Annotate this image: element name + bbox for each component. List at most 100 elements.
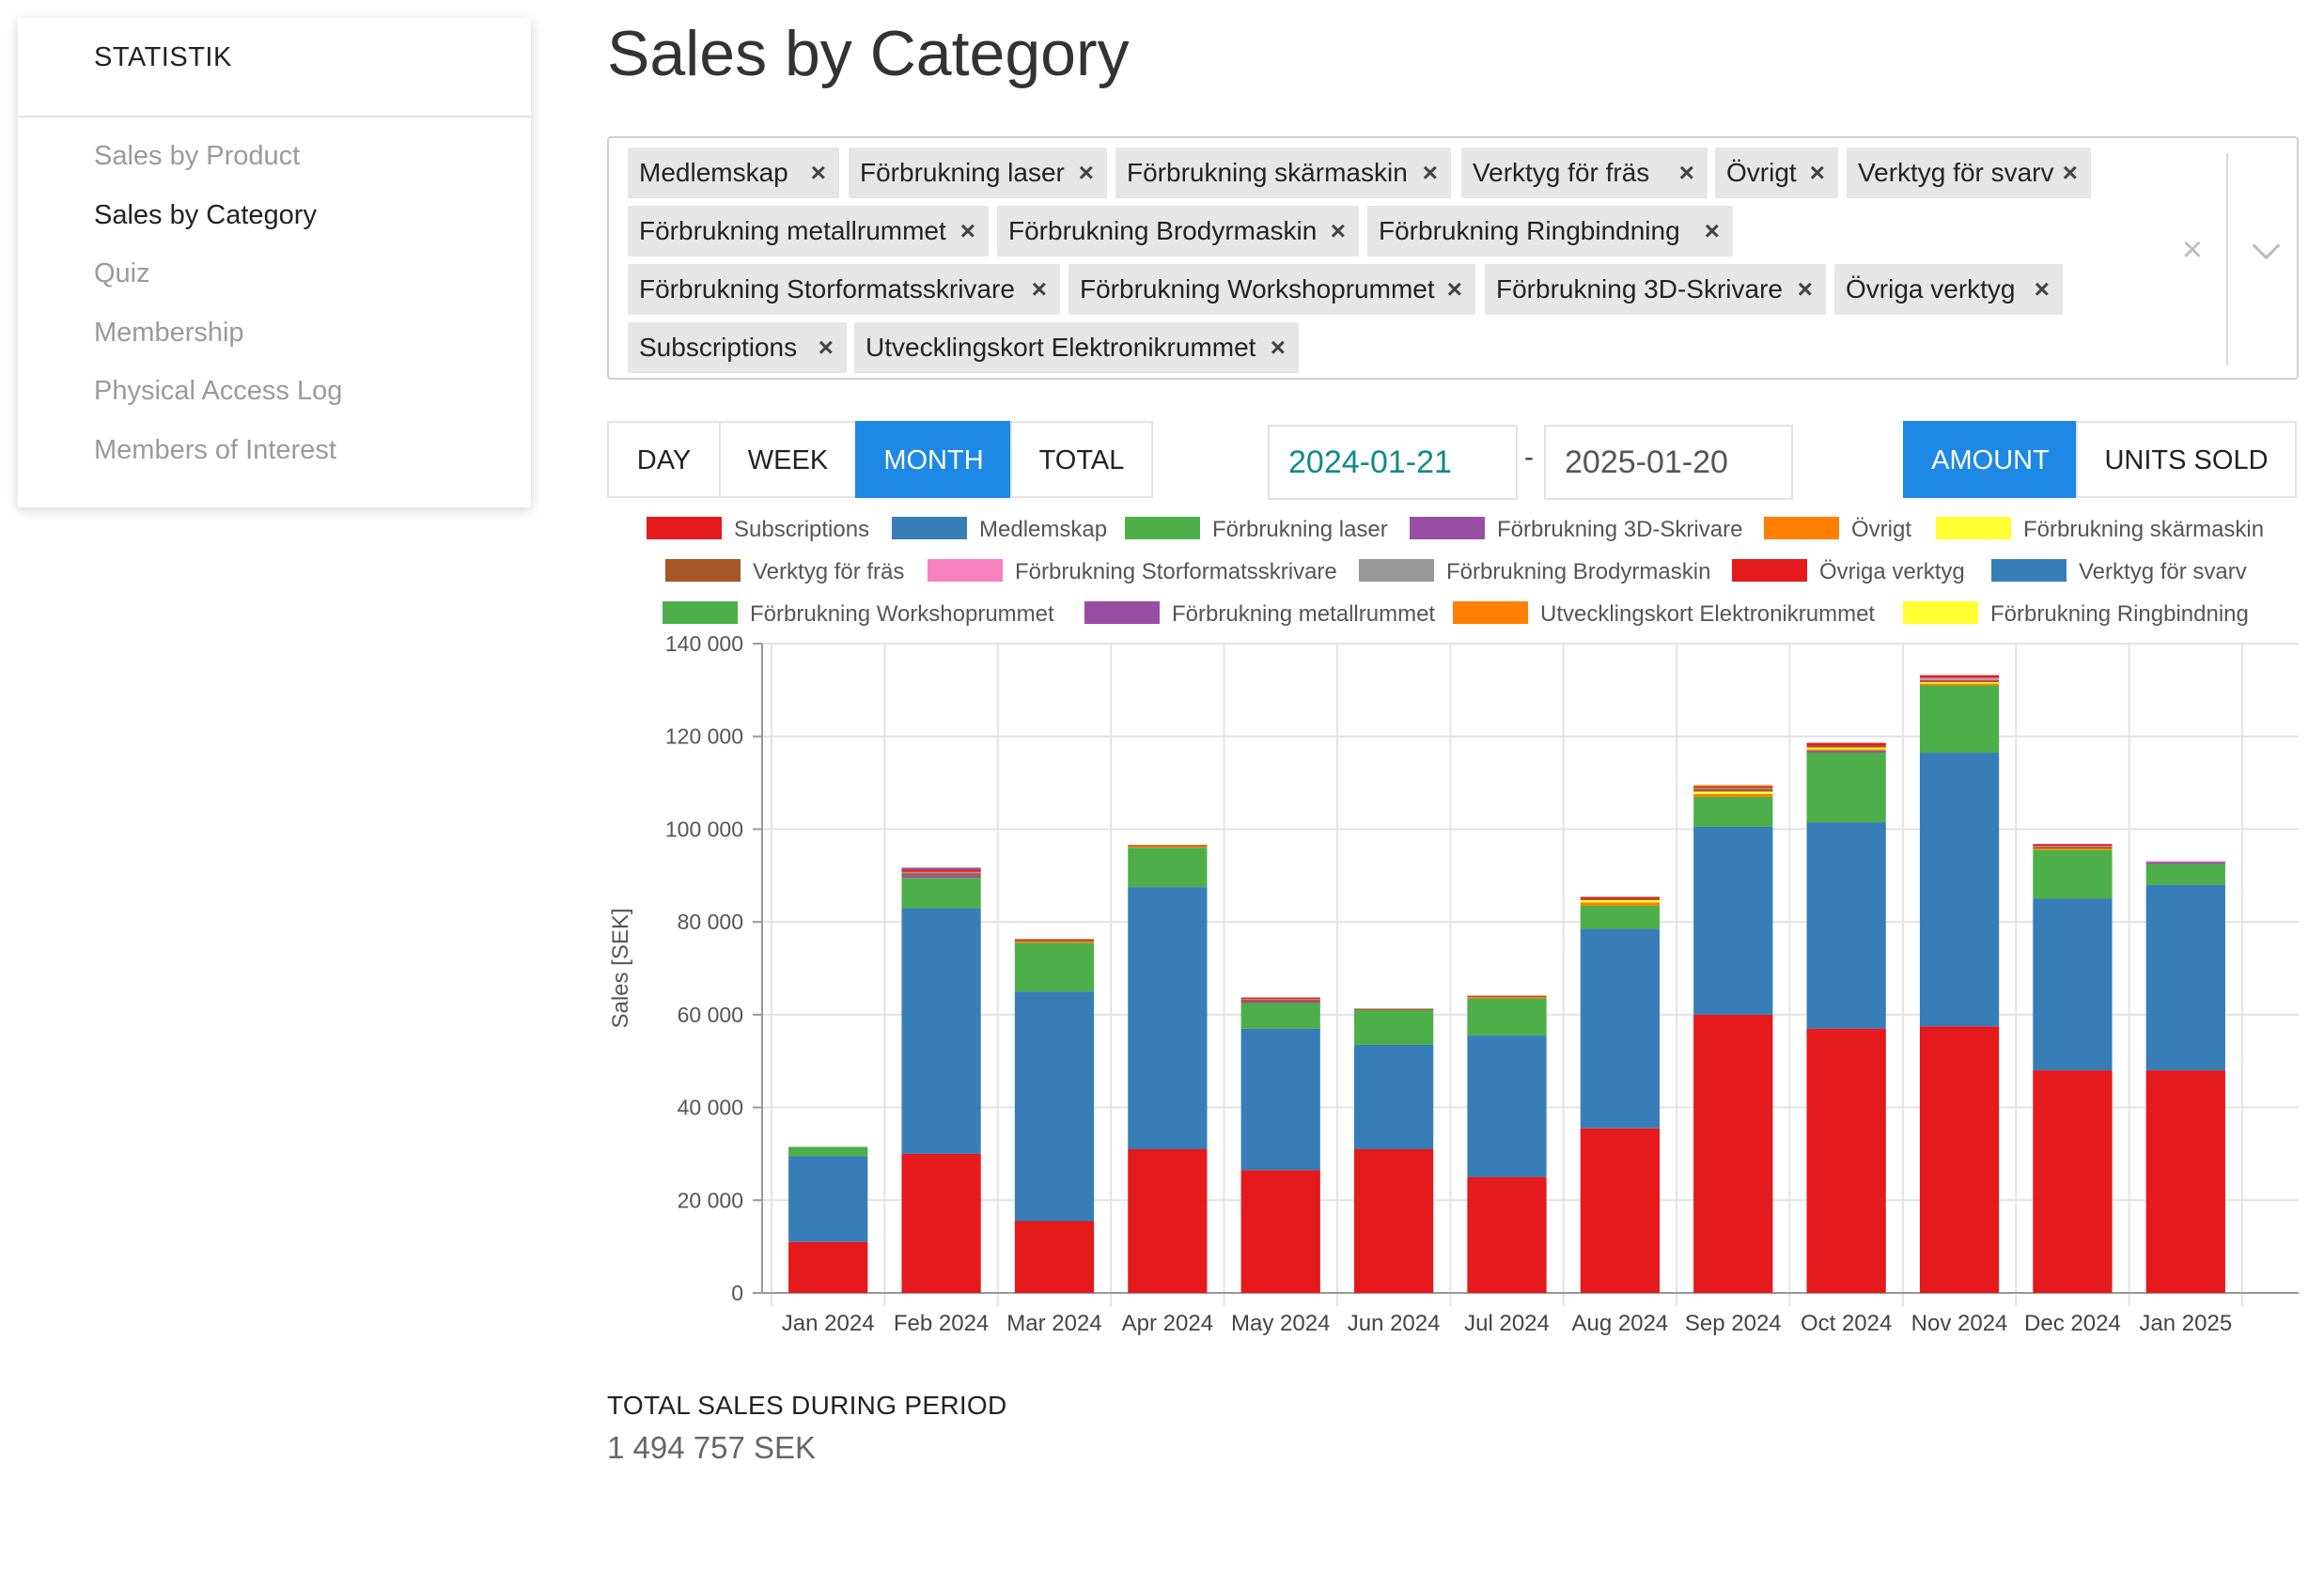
bar-segment: [1128, 848, 1208, 888]
period-button-group: DAY WEEK MONTH TOTAL: [607, 421, 1153, 498]
x-tick-label: Aug 2024: [1572, 1311, 1669, 1336]
bar-segment: [1240, 1028, 1320, 1171]
remove-tag-icon[interactable]: ×: [1078, 158, 1094, 187]
chevron-down-icon[interactable]: [2252, 231, 2281, 260]
y-axis-label: Sales [SEK]: [608, 908, 633, 1028]
remove-tag-icon[interactable]: ×: [1270, 333, 1286, 362]
category-tag-label: Förbrukning metallrummet: [639, 216, 946, 245]
total-sales-value: 1 494 757 SEK: [607, 1430, 817, 1465]
legend-swatch: [1359, 559, 1434, 582]
x-tick-label: Jan 2025: [2139, 1311, 2232, 1336]
legend-label: Förbrukning Ringbindning: [1990, 601, 2249, 627]
category-tag-label: Medlemskap: [639, 158, 788, 187]
x-tick-label: Oct 2024: [1801, 1311, 1892, 1336]
remove-tag-icon[interactable]: ×: [2062, 158, 2078, 187]
remove-tag-icon[interactable]: ×: [2034, 274, 2050, 304]
remove-tag-icon[interactable]: ×: [810, 158, 826, 187]
sidebar: STATISTIK Sales by Product Sales by Cate…: [18, 18, 531, 507]
y-tick-label: 140 000: [665, 631, 743, 656]
legend-label: Övrigt: [1851, 517, 1911, 542]
bar-segment: [901, 878, 981, 909]
day-button[interactable]: DAY: [607, 421, 721, 498]
sidebar-item-quiz[interactable]: Quiz: [94, 258, 150, 288]
bar-segment: [1128, 887, 1208, 1149]
legend-label: Subscriptions: [734, 517, 869, 542]
sidebar-item-sales-by-product[interactable]: Sales by Product: [94, 141, 301, 171]
category-tag: Subscriptions ×: [628, 322, 847, 373]
legend-label: Förbrukning Brodyrmaskin: [1446, 559, 1710, 584]
remove-tag-icon[interactable]: ×: [959, 216, 975, 245]
bar-segment: [1806, 749, 1886, 752]
sidebar-item-members-of-interest[interactable]: Members of Interest: [94, 434, 336, 465]
category-tag-label: Verktyg för svarv: [1858, 158, 2054, 187]
remove-tag-icon[interactable]: ×: [1809, 158, 1825, 187]
sidebar-item-physical-access-log[interactable]: Physical Access Log: [94, 376, 343, 406]
bar-segment: [1467, 1035, 1547, 1177]
remove-tag-icon[interactable]: ×: [1446, 274, 1462, 304]
category-tag: Verktyg för svarv ×: [1847, 148, 2091, 198]
bar-segment: [1919, 677, 2000, 679]
legend-swatch: [1936, 517, 2011, 539]
remove-tag-icon[interactable]: ×: [1422, 158, 1438, 187]
category-tag: Förbrukning Workshoprummet ×: [1068, 264, 1475, 315]
sidebar-item-membership[interactable]: Membership: [94, 317, 244, 348]
category-multiselect[interactable]: Medlemskap × Förbrukning laser × Förbrukning…: [607, 136, 2299, 380]
bar-segment: [1467, 995, 1547, 998]
date-to-input[interactable]: 2025-01-20: [1544, 425, 1793, 500]
date-from-input[interactable]: 2024-01-21: [1268, 425, 1518, 500]
remove-tag-icon[interactable]: ×: [1704, 216, 1720, 245]
bar-segment: [2145, 1070, 2225, 1293]
x-tick-label: Jul 2024: [1464, 1311, 1550, 1336]
bar-segment: [901, 867, 981, 870]
sidebar-list: Sales by Product Sales by Category Quiz …: [18, 117, 531, 479]
category-tag-label: Förbrukning Ringbindning: [1379, 216, 1680, 245]
bar-segment: [1353, 1008, 1434, 1010]
category-tag-label: Subscriptions: [639, 333, 798, 362]
x-tick-label: May 2024: [1231, 1311, 1330, 1336]
bar-segment: [2033, 1070, 2113, 1293]
x-tick-label: Jan 2024: [782, 1311, 875, 1336]
bar-segment: [1693, 826, 1773, 1015]
bar-segment: [1467, 1176, 1547, 1293]
category-tag-label: Utvecklingskort Elektronikrummet: [866, 333, 1256, 362]
legend-label: Förbrukning 3D-Skrivare: [1497, 517, 1742, 542]
remove-tag-icon[interactable]: ×: [1678, 158, 1694, 187]
category-tag: Övrigt ×: [1715, 148, 1838, 198]
category-tag: Förbrukning skärmaskin ×: [1115, 148, 1451, 198]
legend-swatch: [928, 559, 1003, 582]
amount-button[interactable]: AMOUNT: [1903, 421, 2078, 498]
week-button[interactable]: WEEK: [719, 421, 857, 498]
bar-segment: [1580, 905, 1661, 929]
remove-tag-icon[interactable]: ×: [818, 333, 834, 362]
legend-label: Verktyg för fräs: [753, 559, 904, 584]
legend-swatch: [1903, 601, 1978, 624]
category-tag: Förbrukning Brodyrmaskin ×: [997, 206, 1359, 257]
bar-segment: [901, 871, 981, 874]
bar-segment: [1693, 1014, 1773, 1293]
category-tag: Verktyg för fräs ×: [1461, 148, 1708, 198]
remove-tag-icon[interactable]: ×: [1797, 274, 1813, 304]
y-tick-label: 40 000: [678, 1096, 743, 1120]
sidebar-item-sales-by-category[interactable]: Sales by Category: [94, 199, 317, 230]
bar-segment: [1128, 846, 1208, 848]
bar-segment: [1128, 1148, 1208, 1293]
clear-all-icon[interactable]: ×: [2181, 230, 2203, 270]
legend-swatch: [1732, 559, 1807, 582]
total-button[interactable]: TOTAL: [1010, 421, 1153, 498]
bar-segment: [1806, 822, 1886, 1029]
units-sold-button[interactable]: UNITS SOLD: [2076, 421, 2297, 498]
x-tick-label: Dec 2024: [2024, 1311, 2121, 1336]
legend-swatch: [1410, 517, 1485, 539]
category-tag-label: Förbrukning Brodyrmaskin: [1008, 216, 1318, 245]
bar-segment: [1693, 786, 1773, 788]
remove-tag-icon[interactable]: ×: [1031, 274, 1047, 304]
bar-segment: [1919, 683, 2000, 686]
bar-segment: [1014, 942, 1095, 992]
bar-segment: [1580, 928, 1661, 1128]
bar-segment: [1806, 745, 1886, 748]
remove-tag-icon[interactable]: ×: [1330, 216, 1346, 245]
y-tick-label: 100 000: [665, 817, 743, 841]
month-button[interactable]: MONTH: [855, 421, 1012, 498]
category-tag-label: Förbrukning Workshoprummet: [1080, 274, 1435, 304]
bar-segment: [1014, 939, 1095, 942]
